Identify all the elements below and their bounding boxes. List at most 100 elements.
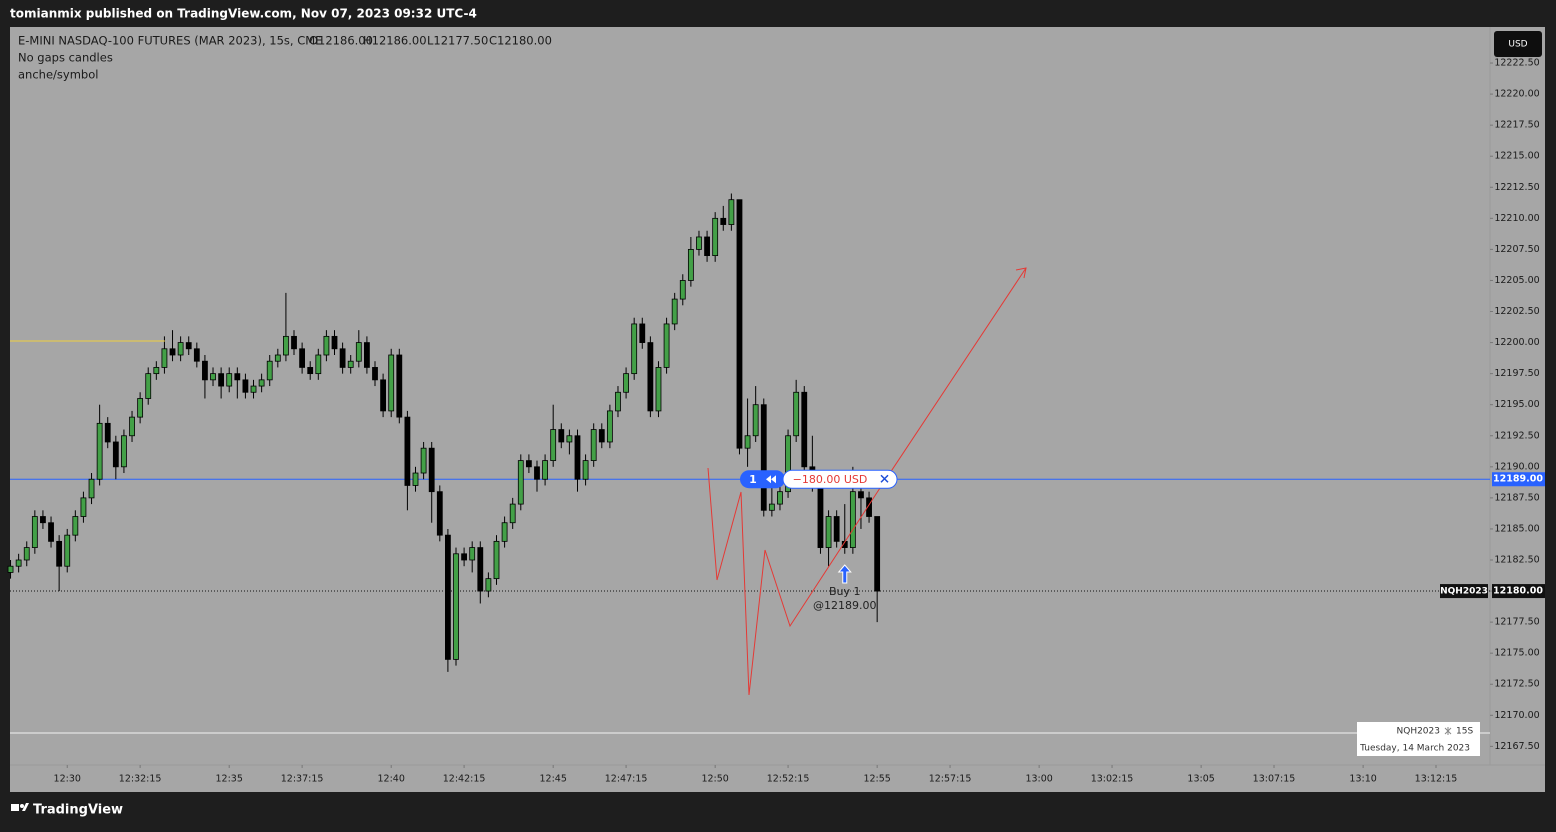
x-tick-label: 13:10 (1349, 774, 1376, 785)
currency-label[interactable]: USD (1508, 40, 1527, 50)
candle-body (129, 416, 135, 437)
candle-body (364, 342, 370, 368)
candle-body (566, 435, 573, 443)
tradingview-logo (11, 803, 29, 811)
position-pnl-box[interactable] (782, 469, 898, 489)
info-symbol: NQH2023 (1397, 727, 1441, 737)
candle-body (768, 503, 775, 511)
candle-body (299, 348, 306, 368)
position-pnl[interactable]: −180.00 USD (793, 473, 868, 486)
y-tick-label: 12187.50 (1494, 492, 1539, 503)
candle-body (461, 553, 467, 561)
candle-body (323, 335, 330, 356)
candle-body (590, 429, 597, 462)
y-tick-label: 12207.50 (1494, 244, 1539, 255)
candle-body (477, 547, 484, 592)
candle-body (704, 236, 710, 257)
y-tick-label: 12182.50 (1494, 555, 1539, 566)
overlay: E-MINI NASDAQ-100 FUTURES (MAR 2023), 15… (18, 31, 1545, 756)
candle-body (655, 367, 662, 412)
x-tick-label: 13:12:15 (1415, 774, 1458, 785)
x-tick-label: 13:05 (1187, 774, 1214, 785)
close-icon[interactable] (880, 474, 889, 483)
drawing-zigzag (707, 467, 881, 696)
candle-body (558, 429, 565, 443)
candle-body (347, 360, 354, 368)
candle-body (307, 367, 314, 375)
footer-brand[interactable]: TradingView (33, 803, 123, 818)
info-box (1357, 722, 1480, 756)
candle-body (801, 391, 808, 468)
info-date: Tuesday, 14 March 2023 (1359, 744, 1470, 754)
buy-price: @12189.00 (813, 599, 877, 612)
last-price-label: 12180.00 (1493, 586, 1543, 597)
y-tick-label: 12175.00 (1494, 648, 1539, 659)
candle-body (274, 354, 281, 362)
y-tick-label: 12172.50 (1494, 679, 1539, 690)
y-tick-label: 12212.50 (1494, 182, 1539, 193)
candle-body (679, 280, 686, 300)
x-tick-label: 12:45 (539, 774, 566, 785)
candle-body (137, 398, 144, 418)
candle-body (687, 248, 694, 281)
reverse-icon[interactable] (771, 475, 776, 484)
candle-body (696, 236, 702, 250)
position-qty-badge[interactable] (740, 470, 785, 489)
candle-body (866, 497, 872, 517)
publish-header: tomianmix published on TradingView.com, … (10, 7, 477, 21)
candle-body (436, 491, 443, 536)
candle-body (663, 323, 670, 368)
last-price-badge (1492, 584, 1545, 599)
x-tick-label: 12:30 (54, 774, 81, 785)
candle-body (161, 348, 168, 368)
candle-body (355, 342, 362, 362)
candle-body (258, 379, 265, 387)
candle-body (525, 460, 532, 468)
x-tick-label: 12:57:15 (929, 774, 972, 785)
candle-body (226, 373, 233, 387)
candle-body (469, 547, 476, 561)
buy-arrow (837, 564, 852, 584)
position-price-label: 12189.00 (1493, 474, 1543, 485)
candle-body (444, 534, 451, 660)
position-qty[interactable]: 1 (749, 473, 757, 486)
ohlc-open: O12186.00 (309, 34, 373, 48)
position-price-badge (1492, 472, 1545, 487)
candle-body (283, 335, 289, 356)
candle-body (517, 460, 524, 505)
x-tick-label: 12:42:15 (443, 774, 486, 785)
x-tick-label: 12:50 (701, 774, 728, 785)
candle-body (96, 422, 103, 480)
y-tick-label: 12202.50 (1494, 306, 1539, 317)
candle-body (777, 491, 783, 505)
x-tick-label: 12:47:15 (605, 774, 648, 785)
symbol-badge (1440, 584, 1488, 599)
candle-body (428, 447, 435, 493)
candle-body (744, 435, 751, 449)
candle-body (825, 516, 832, 548)
candle-body (153, 367, 160, 375)
x-tick-label: 12:52:15 (767, 774, 810, 785)
x-tick-label: 12:40 (378, 774, 405, 785)
candle-body (615, 391, 621, 412)
candle-body (218, 373, 225, 387)
candle-body (874, 516, 881, 592)
y-tick-label: 12210.00 (1494, 213, 1539, 224)
reverse-icon[interactable] (766, 475, 771, 484)
x-tick-label: 12:35 (216, 774, 243, 785)
indicator-label[interactable]: anche/symbol (18, 68, 98, 82)
info-interval: 15S (1456, 727, 1473, 737)
candle-body (858, 491, 864, 499)
candle-body (509, 503, 516, 524)
candle-body (606, 410, 613, 443)
y-tick-label: 12192.50 (1494, 430, 1539, 441)
indicator-label[interactable]: No gaps candles (18, 51, 113, 65)
chart-area (10, 27, 1545, 792)
candle-body (542, 460, 548, 480)
interval-icon (1444, 727, 1452, 735)
y-tick-label: 12185.00 (1494, 523, 1539, 534)
candle-body (671, 298, 678, 325)
candle-body (56, 540, 63, 567)
currency-button[interactable] (1494, 31, 1542, 57)
